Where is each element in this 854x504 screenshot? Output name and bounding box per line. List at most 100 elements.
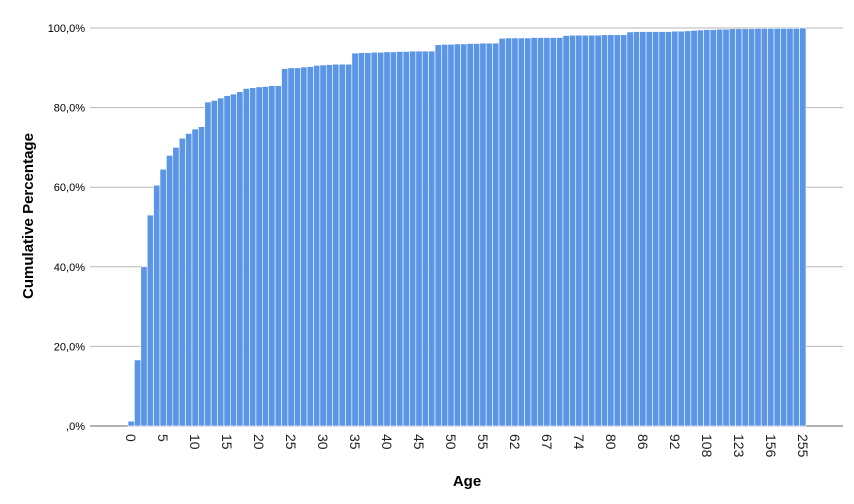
x-tick-label: 5 [155,434,171,442]
bar [594,34,602,427]
bar [204,101,212,427]
y-tick-label: 40,0% [54,262,85,274]
bar [684,30,692,427]
bar [716,28,724,427]
bar [479,42,487,427]
bar [428,50,436,427]
bar [434,44,442,427]
x-tick-label: 15 [219,434,235,450]
bar [581,34,589,427]
bar [409,50,417,427]
x-axis-title: Age [453,473,481,490]
x-tick-label: 86 [635,434,651,450]
bar [210,100,218,427]
bar [217,97,225,427]
bar [620,34,628,427]
bar [652,31,660,427]
bar [569,34,577,427]
bar [223,95,231,427]
x-tick-label: 156 [763,434,779,458]
bar [370,51,378,427]
bar [249,87,257,427]
y-tick-label: 100,0% [48,23,86,35]
bar [613,34,621,427]
bar [505,37,513,427]
bar [415,50,423,427]
y-tick-label: 20,0% [54,341,85,353]
bar [690,30,698,427]
bar [575,34,583,427]
bar [447,44,455,427]
bar [511,37,519,427]
bar [492,42,500,427]
bar [626,31,634,427]
bar [786,28,794,427]
bar [236,91,244,427]
bar [421,50,429,427]
bar [313,65,321,427]
bar [722,28,730,427]
bar [389,51,397,427]
bar [760,28,768,427]
bar [159,168,167,427]
bar [601,34,609,427]
x-tick-label: 92 [667,434,683,450]
bar [696,29,704,427]
bar [332,63,340,427]
bar [364,52,372,427]
bar [134,359,142,427]
x-tick-label: 55 [475,434,491,450]
bar [306,66,314,427]
x-tick-label: 45 [411,434,427,450]
bar [664,31,672,427]
bar [185,133,193,427]
bar [607,34,615,427]
bar [351,52,359,427]
bar [453,43,461,427]
y-tick-label: ,0% [66,421,85,433]
bar [294,67,301,427]
bar [146,214,154,427]
x-tick-label: 67 [539,434,555,450]
x-tick-label: 50 [443,434,459,450]
bar [338,63,346,427]
bar [677,30,685,427]
bar [498,38,506,427]
bar [325,64,333,427]
bar [728,28,736,427]
x-tick-label: 0 [123,434,139,442]
bar [242,88,250,427]
bar [287,67,295,427]
x-tick-label: 40 [379,434,395,450]
bar [274,85,282,427]
bar [178,137,186,427]
bar [543,37,551,427]
bar [319,64,327,427]
bar [780,28,788,427]
bar [127,420,135,427]
bar [473,43,481,427]
bar [671,30,679,427]
x-tick-label: 30 [315,434,331,450]
bar [549,37,557,427]
y-axis-title: Cumulative Percentage [20,133,37,299]
bar [345,63,353,427]
bar [748,28,756,427]
bar [703,29,711,427]
bar [588,34,596,427]
bar [524,37,532,427]
bar [773,28,781,427]
bar [172,147,180,427]
x-tick-label: 255 [795,434,811,458]
bar [255,86,263,427]
bar [645,31,653,427]
bar [357,52,365,427]
bar [530,37,538,427]
bar [658,31,666,427]
bar [741,28,749,427]
bar [517,37,525,427]
bar [460,43,468,427]
bar [153,184,161,427]
bar [198,126,206,427]
bar [396,51,404,427]
